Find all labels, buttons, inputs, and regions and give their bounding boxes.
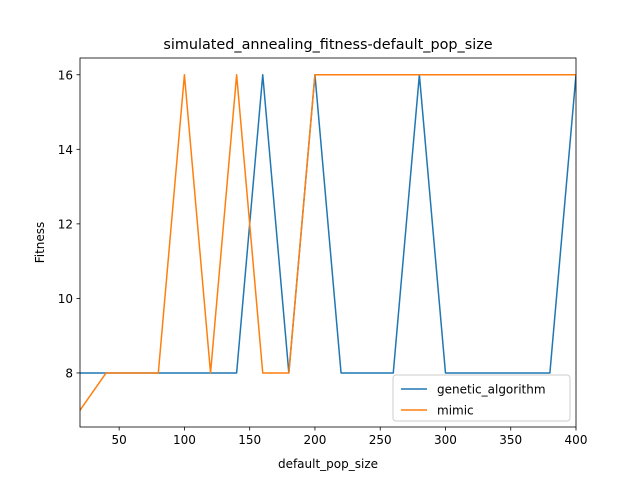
x-axis-label: default_pop_size <box>278 457 378 471</box>
chart-title: simulated_annealing_fitness-default_pop_… <box>163 37 492 53</box>
x-tick-label: 50 <box>112 433 127 447</box>
y-tick-label: 14 <box>58 143 73 157</box>
x-tick-label: 400 <box>565 433 588 447</box>
y-axis: 8 10 12 14 16 <box>58 68 80 380</box>
y-tick-label: 12 <box>58 217 73 231</box>
axes-frame <box>79 57 577 428</box>
x-tick-label: 350 <box>499 433 522 447</box>
series-line-mimic <box>80 74 576 412</box>
legend-box <box>392 374 571 422</box>
legend-label-genetic-algorithm: genetic_algorithm <box>437 383 546 397</box>
y-tick-label: 16 <box>58 68 73 82</box>
y-axis-label: Fitness <box>33 222 47 264</box>
x-tick-label: 250 <box>369 433 392 447</box>
y-tick-label: 8 <box>65 366 73 380</box>
x-tick-label: 100 <box>173 433 196 447</box>
legend-label-mimic: mimic <box>437 404 474 418</box>
x-tick-label: 150 <box>238 433 261 447</box>
y-tick-label: 10 <box>58 292 73 306</box>
x-tick-label: 200 <box>303 433 326 447</box>
x-tick-label: 300 <box>434 433 457 447</box>
series-line-genetic-algorithm <box>80 73 576 374</box>
x-axis: 50 100 150 200 250 300 350 400 <box>112 427 588 447</box>
series-layer <box>80 73 576 412</box>
